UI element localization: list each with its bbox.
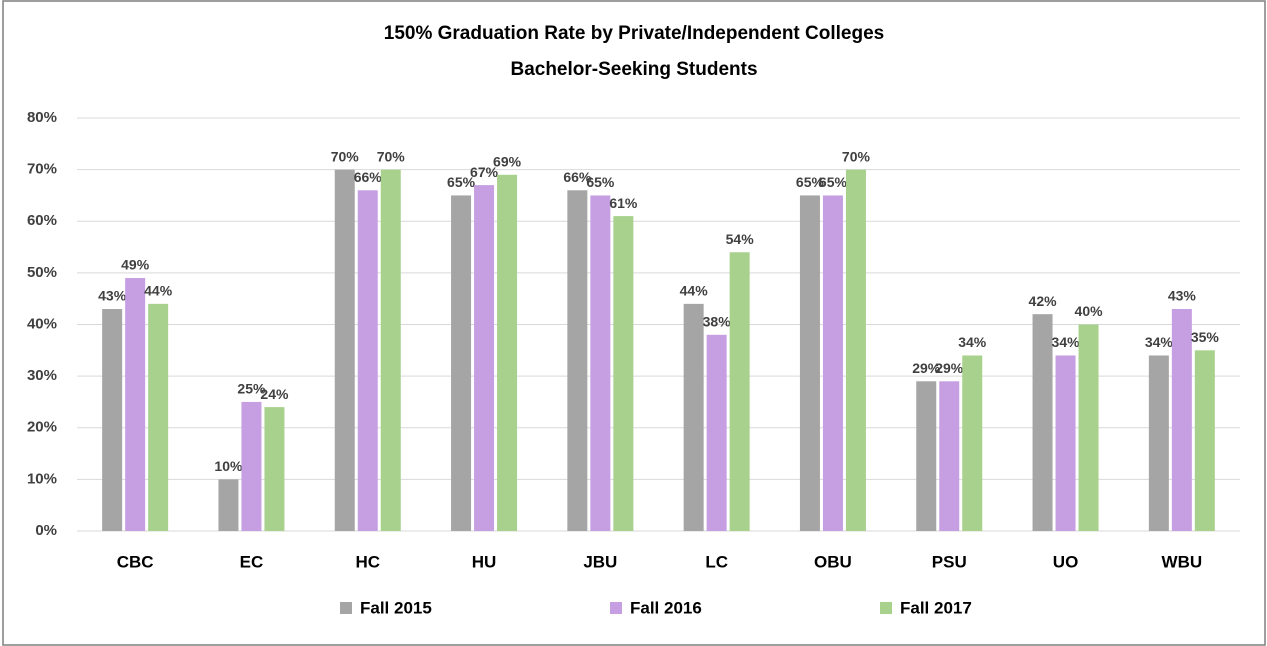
y-tick-label: 40% bbox=[27, 315, 57, 332]
value-label: 69% bbox=[493, 153, 522, 169]
bar bbox=[241, 401, 262, 531]
y-tick-label: 10% bbox=[27, 470, 57, 487]
bar bbox=[683, 303, 704, 531]
bar bbox=[822, 195, 843, 531]
x-tick-label: UO bbox=[1053, 552, 1079, 571]
value-label: 34% bbox=[1052, 334, 1081, 350]
value-label: 66% bbox=[563, 169, 592, 185]
y-tick-label: 60% bbox=[27, 212, 57, 229]
bar bbox=[939, 381, 960, 531]
bar bbox=[1078, 324, 1099, 531]
value-label: 29% bbox=[935, 360, 964, 376]
value-label: 49% bbox=[121, 257, 150, 273]
value-label: 70% bbox=[377, 148, 406, 164]
value-label: 44% bbox=[144, 283, 173, 299]
x-tick-label: JBU bbox=[583, 552, 617, 571]
value-label: 43% bbox=[98, 288, 127, 304]
legend-label: Fall 2016 bbox=[630, 598, 702, 617]
bar bbox=[474, 185, 495, 532]
bar bbox=[590, 195, 611, 531]
bar bbox=[125, 278, 146, 531]
value-label: 35% bbox=[1191, 329, 1220, 345]
bar bbox=[706, 334, 727, 531]
bar bbox=[799, 195, 820, 531]
x-tick-label: PSU bbox=[932, 552, 967, 571]
x-tick-label: OBU bbox=[814, 552, 852, 571]
legend-label: Fall 2015 bbox=[360, 598, 432, 617]
y-tick-label: 50% bbox=[27, 264, 57, 281]
bar bbox=[218, 479, 239, 531]
bar bbox=[613, 216, 634, 531]
bar bbox=[1171, 309, 1192, 531]
bar bbox=[334, 169, 355, 531]
value-label: 54% bbox=[726, 231, 755, 247]
value-label: 65% bbox=[447, 174, 476, 190]
bar bbox=[357, 190, 378, 531]
x-tick-label: CBC bbox=[117, 552, 154, 571]
bar bbox=[567, 190, 588, 531]
x-tick-label: HC bbox=[355, 552, 380, 571]
bar bbox=[1148, 355, 1169, 531]
value-label: 38% bbox=[703, 314, 732, 330]
value-label: 44% bbox=[680, 283, 709, 299]
value-label: 34% bbox=[1145, 334, 1174, 350]
chart-subtitle: Bachelor-Seeking Students bbox=[510, 59, 757, 80]
x-tick-label: WBU bbox=[1162, 552, 1203, 571]
x-tick-label: LC bbox=[705, 552, 728, 571]
bar bbox=[497, 174, 518, 531]
bar bbox=[1055, 355, 1076, 531]
y-tick-label: 30% bbox=[27, 367, 57, 384]
value-label: 70% bbox=[331, 148, 360, 164]
bar bbox=[380, 169, 401, 531]
value-label: 66% bbox=[354, 169, 383, 185]
bar bbox=[264, 407, 285, 531]
x-tick-label: EC bbox=[240, 552, 264, 571]
bar bbox=[451, 195, 472, 531]
value-label: 43% bbox=[1168, 288, 1197, 304]
value-label: 61% bbox=[609, 195, 638, 211]
y-tick-label: 0% bbox=[35, 522, 57, 539]
value-label: 10% bbox=[214, 458, 243, 474]
value-label: 65% bbox=[819, 174, 848, 190]
bar bbox=[148, 303, 169, 531]
bar bbox=[729, 252, 750, 531]
value-label: 24% bbox=[260, 386, 289, 402]
legend-swatch bbox=[880, 602, 892, 614]
value-label: 29% bbox=[912, 360, 941, 376]
value-label: 65% bbox=[586, 174, 615, 190]
value-label: 70% bbox=[842, 148, 871, 164]
bar bbox=[1032, 314, 1053, 531]
value-label: 25% bbox=[237, 381, 266, 397]
value-label: 65% bbox=[796, 174, 825, 190]
y-tick-label: 70% bbox=[27, 161, 57, 178]
y-tick-label: 20% bbox=[27, 419, 57, 436]
bar bbox=[962, 355, 983, 531]
bar bbox=[102, 309, 123, 531]
bar bbox=[1194, 350, 1215, 531]
legend-swatch bbox=[610, 602, 622, 614]
legend-swatch bbox=[340, 602, 352, 614]
value-label: 67% bbox=[470, 164, 499, 180]
chart-title: 150% Graduation Rate by Private/Independ… bbox=[384, 23, 884, 44]
value-label: 40% bbox=[1075, 303, 1104, 319]
bar bbox=[845, 169, 866, 531]
x-tick-label: HU bbox=[472, 552, 497, 571]
y-tick-label: 80% bbox=[27, 109, 57, 126]
legend-label: Fall 2017 bbox=[900, 598, 972, 617]
bar bbox=[916, 381, 937, 531]
value-label: 42% bbox=[1029, 293, 1058, 309]
value-label: 34% bbox=[958, 334, 987, 350]
